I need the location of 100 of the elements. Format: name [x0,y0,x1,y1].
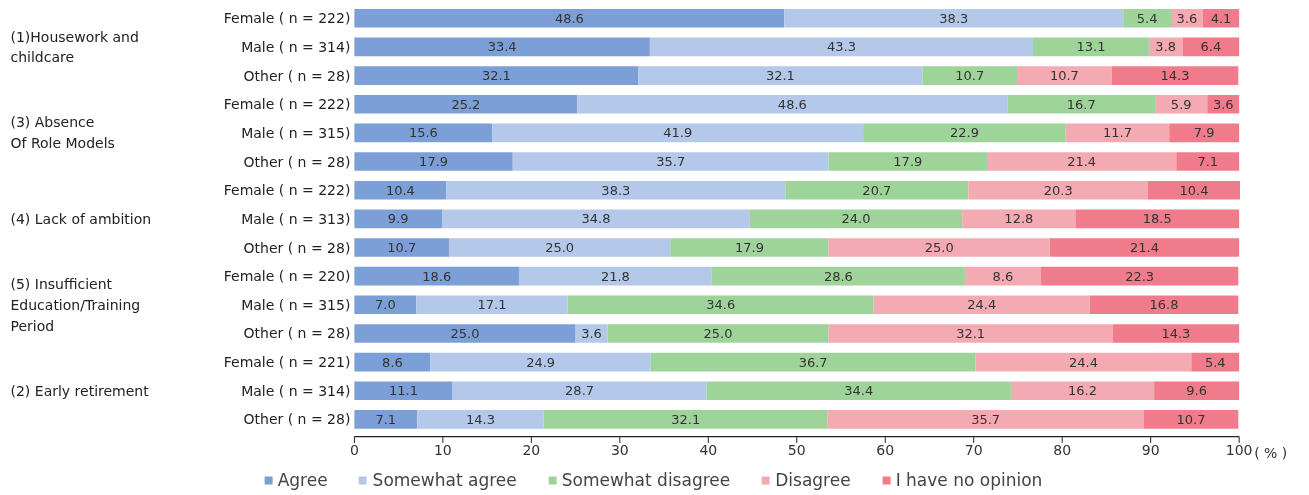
data-label: 15.6 [408,125,438,141]
y-tick-label: Male ( n = 315) [241,296,351,313]
bar [706,381,1011,401]
legend-label: I have no opinion [895,470,1043,490]
x-tick-label: 80 [1053,441,1072,458]
bar [828,238,1050,257]
bar [354,180,447,200]
bar [518,266,712,286]
bar [416,295,568,315]
text: (1)Housework and childcare [10,28,139,66]
data-label: 21.4 [1067,154,1097,170]
bar [1040,266,1239,286]
data-label: 10.4 [1179,182,1209,198]
data-label: 8.6 [382,354,403,370]
bar [492,123,864,143]
y-tick-label: Other ( n = 28) [243,153,351,170]
y-tick-label: Other ( n = 28) [243,325,351,342]
bar [649,37,1033,57]
bar [354,66,639,85]
bar [1111,66,1239,85]
bar [827,410,1144,429]
data-label: 18.6 [422,268,452,284]
data-label: 7.1 [375,411,397,427]
bar [441,209,750,229]
legend-label: Agree [277,470,328,490]
bar [749,209,963,229]
y-tick-label: Other ( n = 28) [243,67,351,84]
data-label: 34.4 [844,383,874,399]
data-label: 43.3 [826,39,856,55]
bar [354,266,519,286]
bar [711,266,965,286]
data-label: 32.1 [481,68,511,84]
bar [354,295,417,315]
data-label: 36.7 [798,354,828,370]
y-tick-label: Female ( n = 220) [223,268,351,285]
data-label: 10.7 [955,68,985,84]
data-label: 10.7 [387,240,417,255]
data-label: 10.4 [385,182,415,198]
bar [354,238,450,257]
data-label: 32.1 [956,325,986,341]
data-label: 25.2 [451,96,481,112]
data-label: 11.7 [1103,125,1132,141]
bar [1017,66,1112,85]
x-tick-label: 100 [1225,441,1253,458]
y-tick-label: Other ( n = 28) [243,411,351,428]
data-label: 16.2 [1068,383,1098,399]
bar [784,8,1124,28]
data-label: 38.3 [601,182,631,198]
bar [863,123,1066,143]
data-label: 25.0 [450,325,480,341]
bar [1112,324,1240,343]
legend-label: Somewhat disagree [561,470,731,490]
data-label: 33.4 [487,39,517,55]
bar [354,324,576,343]
data-label: 3.8 [1155,39,1177,55]
bar [1148,180,1241,200]
bar [446,180,786,200]
bar [650,352,976,372]
text: (5) Insufficient Education/Training Period [10,276,141,334]
data-label: 48.6 [777,96,807,112]
data-label: 7.1 [1197,154,1219,170]
bar [354,209,442,229]
bar [354,123,493,143]
bar [1154,381,1240,401]
data-label: 24.4 [967,297,997,313]
bar [577,94,1008,114]
data-label: 24.0 [841,211,871,227]
bar [1049,238,1240,257]
bar [1007,94,1156,114]
data-label: 8.6 [992,268,1014,284]
data-label: 17.9 [734,240,764,255]
bar [828,152,987,171]
bar [986,152,1177,171]
x-tick-label: 60 [876,441,895,458]
data-label: 38.3 [939,10,969,26]
data-label: 7.0 [375,297,396,313]
data-label: 21.8 [600,268,630,284]
bar [1202,8,1240,28]
data-label: 10.7 [1176,411,1206,427]
data-label: 14.3 [466,411,495,427]
data-label: 16.7 [1066,96,1096,112]
data-label: 12.8 [1004,211,1034,227]
text: (4) Lack of ambition [10,210,152,227]
text: (3) Absence Of Role Models [10,114,115,152]
bar [1010,381,1155,401]
bar [638,66,923,85]
bar [1169,123,1240,143]
bar [354,94,578,114]
legend-label: Disagree [775,470,851,490]
bar [1033,37,1149,57]
bar [567,295,874,315]
bar [449,238,671,257]
bar [968,180,1149,200]
data-label: 17.9 [893,154,923,170]
data-label: 13.1 [1076,39,1106,55]
y-tick-label: Female ( n = 222) [223,96,351,113]
bar [785,180,969,200]
bar [873,295,1090,315]
data-label: 14.3 [1161,325,1191,341]
data-label: 9.6 [1186,383,1208,399]
